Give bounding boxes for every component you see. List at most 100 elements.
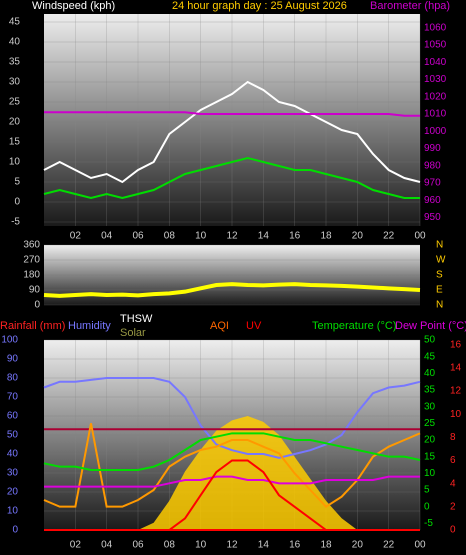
y-tick-label: 0 bbox=[12, 525, 18, 536]
y-tick-label: 70 bbox=[7, 392, 19, 403]
y3-tick-label: 16 bbox=[450, 339, 462, 350]
x-tick-label: 02 bbox=[70, 540, 82, 551]
y2-tick-label: 1040 bbox=[424, 57, 447, 68]
x-tick-label: 14 bbox=[258, 540, 270, 551]
y-tick-label: 30 bbox=[7, 468, 19, 479]
y-tick-label: -5 bbox=[11, 217, 20, 228]
y-tick-label: 50 bbox=[7, 430, 19, 441]
legend-dew-point: Dew Point (°C) bbox=[395, 320, 466, 332]
y2-tick-label: 1010 bbox=[424, 109, 447, 120]
y2-tick-label: 990 bbox=[424, 143, 441, 154]
x-tick-label: 18 bbox=[320, 540, 332, 551]
y2-tick-label: 1060 bbox=[424, 22, 447, 33]
line bbox=[44, 111, 420, 117]
y3-tick-label: 4 bbox=[450, 478, 456, 489]
y-tick-label: 20 bbox=[9, 117, 21, 128]
y2-tick-label: 35 bbox=[424, 385, 436, 396]
y2-tick-label: 970 bbox=[424, 178, 441, 189]
x-tick-label: 22 bbox=[383, 231, 395, 242]
y2-tick-label: -5 bbox=[424, 518, 433, 529]
y2-tick-label: 980 bbox=[424, 160, 441, 171]
y2-tick-label: 1020 bbox=[424, 91, 447, 102]
y-tick-label: 45 bbox=[9, 17, 21, 28]
y3-tick-label: 12 bbox=[450, 386, 462, 397]
y2-tick-label: 950 bbox=[424, 212, 441, 223]
y-tick-label: 360 bbox=[23, 240, 40, 251]
x-tick-label: 16 bbox=[289, 231, 301, 242]
y2-tick-label: 15 bbox=[424, 451, 436, 462]
x-tick-label: 20 bbox=[352, 231, 364, 242]
legend-solar: Solar bbox=[120, 327, 146, 339]
y-tick-label: 15 bbox=[9, 137, 21, 148]
line bbox=[43, 432, 421, 471]
x-tick-label: 08 bbox=[164, 540, 176, 551]
line bbox=[43, 156, 420, 200]
area bbox=[44, 416, 420, 530]
y-tick-label: 100 bbox=[1, 335, 18, 346]
y2-tick-label: N bbox=[436, 300, 443, 311]
y-tick-label: 40 bbox=[9, 37, 21, 48]
y-tick-label: 5 bbox=[14, 177, 20, 188]
legend-thsw: THSW bbox=[120, 313, 153, 325]
y2-tick-label: 40 bbox=[424, 368, 436, 379]
x-tick-label: 10 bbox=[195, 540, 207, 551]
x-tick-label: 06 bbox=[132, 231, 144, 242]
x-tick-label: 16 bbox=[289, 540, 301, 551]
y-tick-label: 25 bbox=[9, 97, 21, 108]
y-tick-label: 20 bbox=[7, 487, 19, 498]
y-tick-label: 0 bbox=[14, 197, 20, 208]
y-tick-label: 0 bbox=[34, 300, 40, 311]
y-tick-label: 90 bbox=[29, 285, 41, 296]
x-tick-label: 04 bbox=[101, 231, 113, 242]
y2-tick-label: N bbox=[436, 240, 443, 251]
y2-tick-label: 1050 bbox=[424, 40, 447, 51]
x-tick-label: 04 bbox=[101, 540, 113, 551]
y2-tick-label: 960 bbox=[424, 195, 441, 206]
legend-uv: UV bbox=[246, 320, 262, 332]
y2-tick-label: 45 bbox=[424, 351, 436, 362]
y2-tick-label: 25 bbox=[424, 418, 436, 429]
y3-tick-label: 2 bbox=[450, 501, 456, 512]
x-tick-label: 10 bbox=[195, 231, 207, 242]
y2-axis-title: Barometer (hpa) bbox=[370, 0, 450, 12]
y2-tick-label: 0 bbox=[424, 501, 430, 512]
x-tick-label: 00 bbox=[414, 231, 426, 242]
line bbox=[43, 80, 421, 184]
chart-title: 24 hour graph day : 25 August 2026 bbox=[172, 0, 347, 12]
x-tick-label: 22 bbox=[383, 540, 395, 551]
x-tick-label: 08 bbox=[164, 231, 176, 242]
legend-temperature: Temperature (°C) bbox=[312, 320, 396, 332]
y2-tick-label: W bbox=[436, 255, 446, 266]
y3-tick-label: 10 bbox=[450, 409, 462, 420]
y2-tick-label: 1030 bbox=[424, 74, 447, 85]
y-tick-label: 270 bbox=[23, 255, 40, 266]
y2-tick-label: 1000 bbox=[424, 126, 447, 137]
y-tick-label: 10 bbox=[7, 506, 19, 517]
line bbox=[44, 475, 420, 488]
y2-tick-label: E bbox=[436, 285, 443, 296]
y-tick-label: 35 bbox=[9, 57, 21, 68]
y-tick-label: 180 bbox=[23, 270, 40, 281]
y3-tick-label: 6 bbox=[450, 455, 456, 466]
y-tick-label: 40 bbox=[7, 449, 19, 460]
y-tick-label: 60 bbox=[7, 411, 19, 422]
x-tick-label: 20 bbox=[352, 540, 364, 551]
x-tick-label: 14 bbox=[258, 231, 270, 242]
legend-humidity: Humidity bbox=[68, 320, 111, 332]
legend-rainfall: Rainfall (mm) bbox=[0, 320, 65, 332]
x-tick-label: 00 bbox=[414, 540, 426, 551]
x-tick-label: 02 bbox=[70, 231, 82, 242]
y2-tick-label: 5 bbox=[424, 485, 430, 496]
line bbox=[43, 377, 421, 459]
line bbox=[43, 282, 421, 298]
y-tick-label: 90 bbox=[7, 354, 19, 365]
x-tick-label: 06 bbox=[132, 540, 144, 551]
y2-tick-label: 30 bbox=[424, 401, 436, 412]
y-tick-label: 10 bbox=[9, 157, 21, 168]
legend-aqi: AQI bbox=[210, 320, 229, 332]
y3-tick-label: 14 bbox=[450, 362, 462, 373]
y3-tick-label: 0 bbox=[450, 525, 456, 536]
x-tick-label: 12 bbox=[226, 540, 238, 551]
x-tick-label: 12 bbox=[226, 231, 238, 242]
